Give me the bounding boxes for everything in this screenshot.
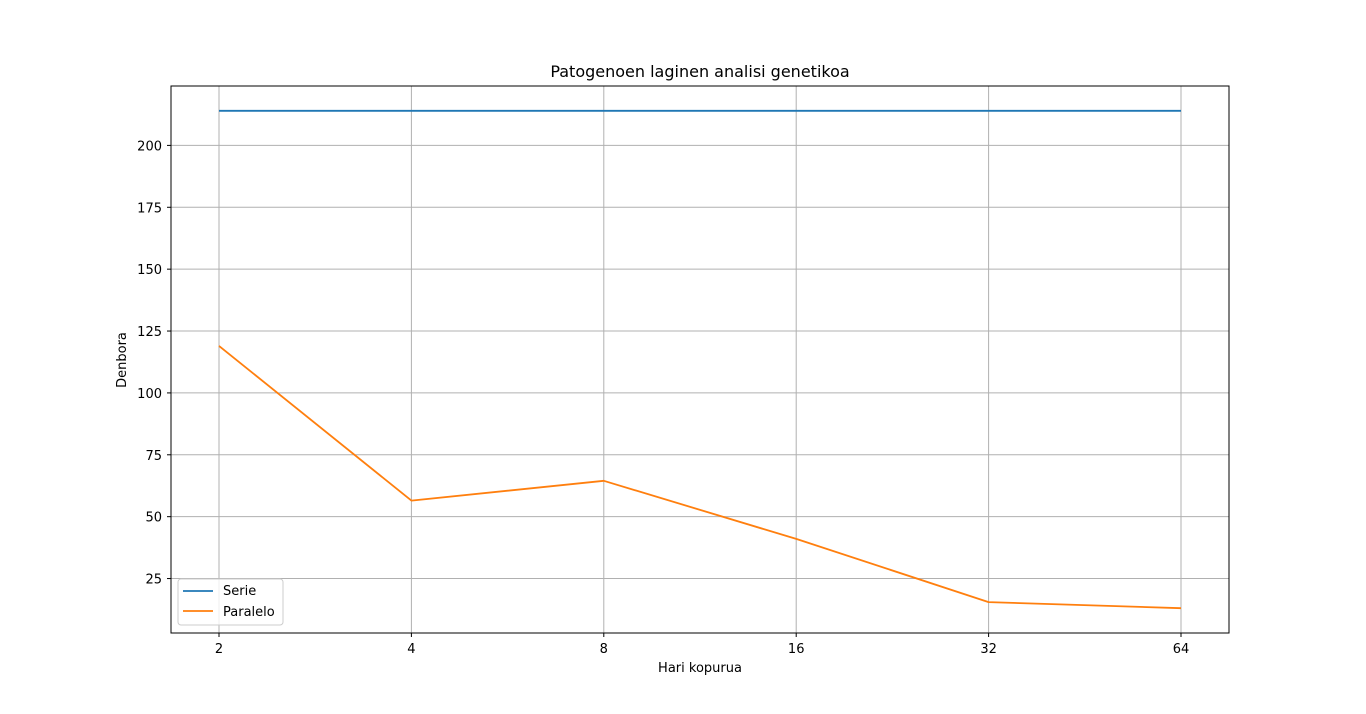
y-tick-label: 200 <box>137 139 162 154</box>
x-tick-label: 8 <box>600 642 608 657</box>
x-tick-label: 64 <box>1173 642 1190 657</box>
y-tick-label: 75 <box>145 449 162 464</box>
plot-area-frame <box>170 85 1230 634</box>
series-lines <box>218 109 1182 610</box>
y-axis-label: Denbora <box>115 332 130 388</box>
x-tick-label: 4 <box>407 642 415 657</box>
y-tick-label: 125 <box>137 325 162 340</box>
y-tick-label: 175 <box>137 201 162 216</box>
y-tick-label: 100 <box>137 387 162 402</box>
y-tick-label: 50 <box>145 511 162 526</box>
axis-ticks: 2 4 8 16 32 64 25 50 75 100 125 150 175 200 <box>137 139 1189 657</box>
legend-label-paralelo: Paralelo <box>223 605 275 620</box>
y-tick-label: 150 <box>137 263 162 278</box>
x-tick-label: 2 <box>215 642 223 657</box>
grid-lines <box>171 86 1229 633</box>
x-tick-label: 32 <box>980 642 997 657</box>
legend: Serie Paralelo <box>177 578 284 626</box>
x-axis-label: Hari kopurua <box>658 661 742 676</box>
legend-label-serie: Serie <box>223 584 256 599</box>
series-line-paralelo <box>218 345 1182 610</box>
chart-title: Patogenoen laginen analisi genetikoa <box>550 62 849 81</box>
x-tick-label: 16 <box>788 642 805 657</box>
y-tick-label: 25 <box>145 573 162 588</box>
